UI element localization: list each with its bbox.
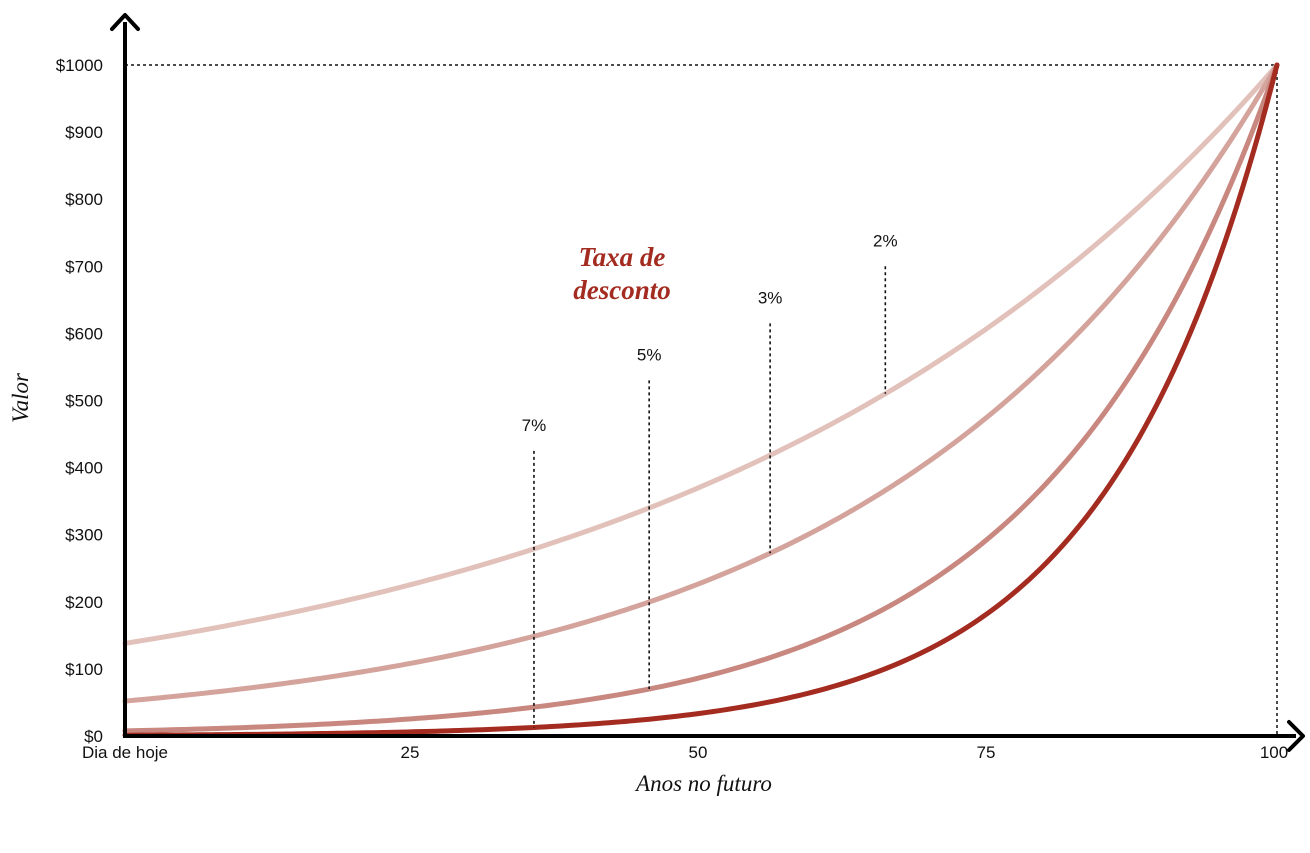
rate-markers: 2% 3% 5% 7% [522, 231, 898, 728]
series-line-7pct [122, 62, 1280, 738]
rate-label-2pct: 2% [873, 231, 898, 250]
y-tick-label: $0 [84, 727, 103, 746]
rate-label-7pct: 7% [522, 416, 547, 435]
series-line-2pct [122, 62, 1280, 646]
y-axis-arrow-icon [110, 13, 140, 31]
y-tick-label: $800 [65, 190, 103, 209]
discount-curves [122, 62, 1280, 738]
y-tick-label: $1000 [56, 56, 103, 75]
y-tick-label: $500 [65, 392, 103, 411]
axes [110, 13, 1305, 752]
y-tick-label: $600 [65, 324, 103, 343]
x-axis-title: Anos no futuro [634, 771, 772, 796]
y-tick-label: $200 [65, 593, 103, 612]
x-tick-label: 100 [1260, 743, 1288, 762]
reference-lines [125, 64, 1278, 736]
x-tick-label: 25 [401, 743, 420, 762]
y-tick-label: $400 [65, 459, 103, 478]
x-tick-label: Dia de hoje [82, 743, 168, 762]
series-line-3pct [122, 62, 1280, 704]
y-tick-labels: $0 $100 $200 $300 $400 $500 $600 $700 $800 $900 $1… [56, 56, 103, 746]
x-tick-label: 75 [977, 743, 996, 762]
y-tick-label: $700 [65, 257, 103, 276]
x-tick-labels: Dia de hoje 25 50 75 100 [82, 743, 1288, 762]
y-tick-label: $900 [65, 123, 103, 142]
x-tick-label: 50 [689, 743, 708, 762]
legend-title: Taxa de desconto [573, 242, 671, 305]
rate-label-5pct: 5% [637, 345, 662, 364]
series-line-5pct [122, 62, 1280, 734]
x-axis-arrow-icon [1287, 720, 1305, 752]
y-axis-title: Valor [8, 372, 33, 423]
y-tick-label: $100 [65, 660, 103, 679]
rate-label-3pct: 3% [758, 288, 783, 307]
y-tick-label: $300 [65, 526, 103, 545]
